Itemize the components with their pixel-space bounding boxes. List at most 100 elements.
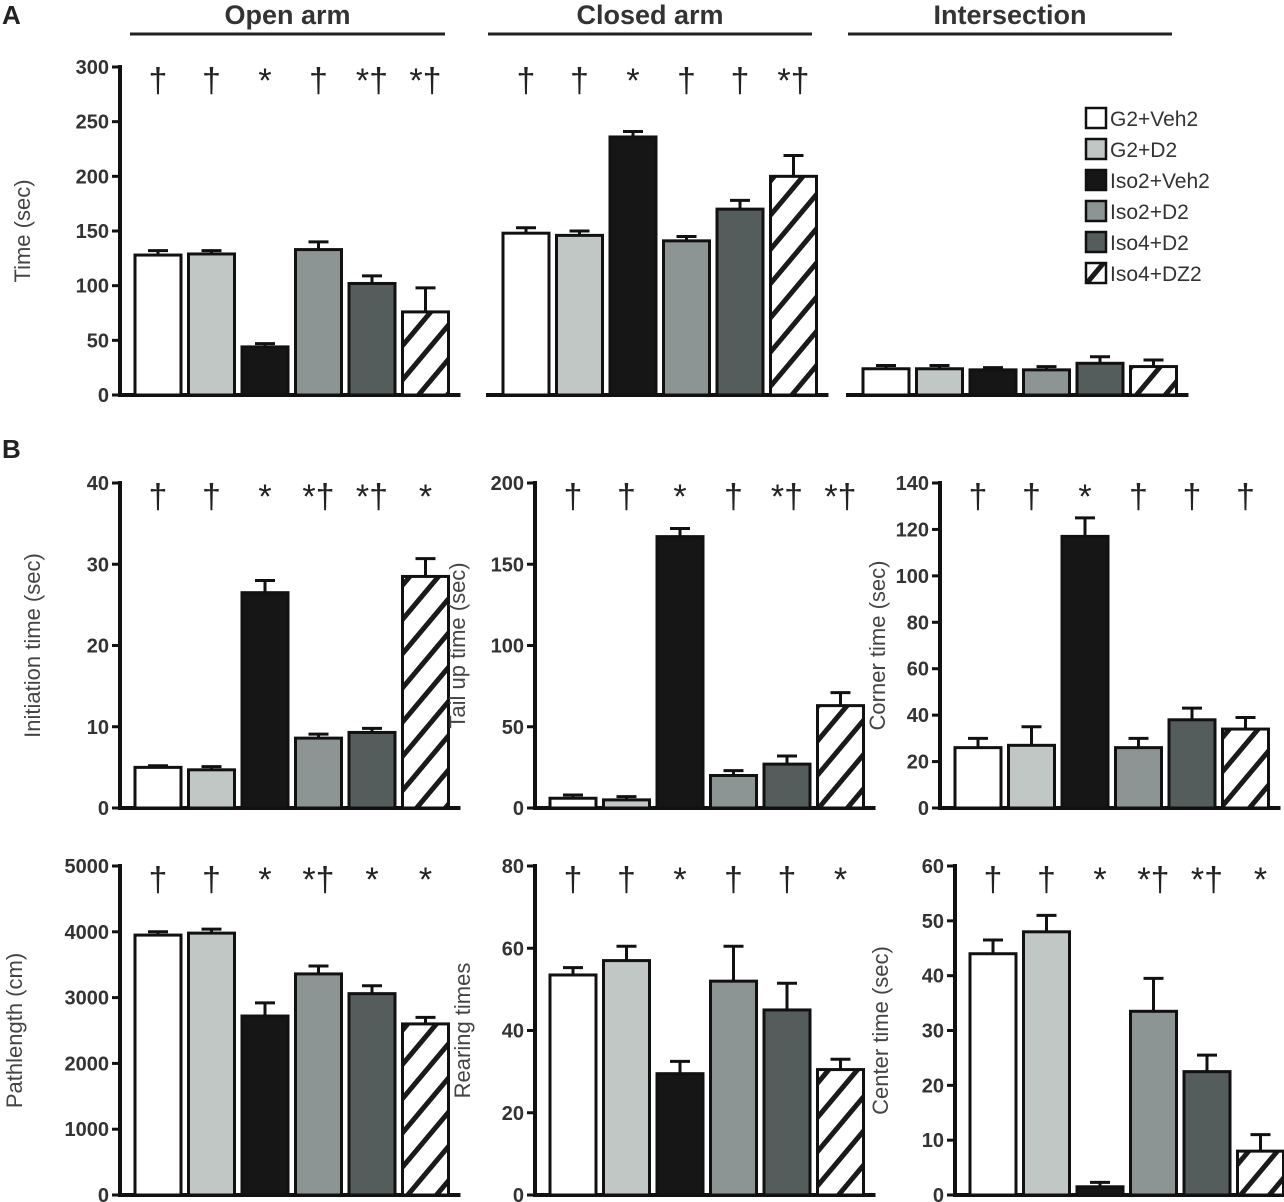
bar-iso2-d2 (294, 972, 343, 1197)
bar-iso2-veh2 (608, 135, 658, 397)
significance-label: † (617, 861, 636, 899)
bar-iso4-dz2 (769, 174, 818, 397)
significance-label: † (517, 62, 536, 100)
y-tick-label: 40 (502, 1021, 524, 1043)
y-tick-label: 2000 (65, 1053, 110, 1075)
y-tick-label: 50 (922, 911, 944, 933)
significance-label: † (202, 62, 221, 100)
bar-g2-d2 (602, 959, 651, 1197)
legend-swatch (1084, 199, 1108, 223)
significance-label: *† (777, 62, 809, 100)
y-tick-label: 140 (896, 473, 929, 495)
y-tick-label: 30 (87, 554, 109, 576)
significance-label: † (969, 478, 988, 516)
bar-iso2-veh2 (655, 1072, 705, 1197)
bar-iso2-d2 (1022, 368, 1071, 397)
bar-iso4-dz2 (816, 1068, 865, 1197)
bar-g2-veh2 (953, 746, 1003, 810)
bar-iso2-veh2 (240, 591, 290, 810)
y-tick-label: 10 (87, 717, 109, 739)
y-tick-label: 80 (502, 856, 524, 878)
y-tick-label: 100 (896, 566, 929, 588)
bar-g2-veh2 (548, 973, 598, 1197)
significance-label: † (564, 478, 583, 516)
significance-label: † (724, 861, 743, 899)
bar-iso2-veh2 (240, 345, 290, 397)
bar-iso2-d2 (709, 774, 758, 810)
significance-label: * (258, 478, 271, 516)
significance-label: *† (824, 478, 856, 516)
bar-g2-d2 (915, 367, 964, 397)
significance-label: * (1093, 861, 1106, 899)
y-axis-label: Rearing times (450, 963, 475, 1099)
significance-label: *† (409, 62, 441, 100)
significance-label: † (149, 62, 168, 100)
legend-label: Iso2+D2 (1110, 201, 1189, 224)
significance-label: *† (302, 861, 334, 899)
bar-g2-veh2 (133, 253, 183, 397)
y-tick-label: 250 (76, 112, 109, 134)
bar-g2-veh2 (861, 367, 911, 397)
y-axis-label: Corner time (sec) (865, 561, 890, 731)
significance-label: † (1236, 478, 1255, 516)
y-tick-label: 1000 (65, 1119, 110, 1141)
bar-g2-d2 (187, 768, 236, 810)
y-tick-label: 0 (513, 1185, 524, 1202)
y-tick-label: 20 (87, 636, 109, 658)
bar-iso4-d2 (715, 207, 765, 397)
y-tick-label: 3000 (65, 988, 110, 1010)
legend-label: G2+D2 (1110, 139, 1177, 162)
y-tick-label: 10 (922, 1130, 944, 1152)
bar-iso2-veh2 (1060, 534, 1110, 810)
y-tick-label: 20 (502, 1103, 524, 1125)
panel-label-a: A (2, 0, 21, 30)
significance-label: * (1078, 478, 1091, 516)
legend-label: Iso4+DZ2 (1110, 263, 1202, 286)
bar-g2-veh2 (133, 765, 183, 810)
legend-swatch (1084, 261, 1108, 285)
panel-title: Open arm (224, 0, 350, 30)
chart-panel-6: 0 20 40 60 80 100 120 140 Corner time (sec) † † * † †… (865, 473, 1281, 820)
bar-g2-veh2 (133, 933, 183, 1197)
significance-label: * (673, 478, 686, 516)
significance-label: † (202, 861, 221, 899)
legend-swatch (1084, 106, 1108, 130)
bar-iso4-d2 (1182, 1070, 1232, 1197)
y-tick-label: 100 (491, 636, 524, 658)
bar-iso4-dz2 (1236, 1149, 1284, 1197)
bar-g2-veh2 (501, 231, 551, 397)
y-axis-label: Center time (sec) (868, 946, 893, 1115)
y-tick-label: 30 (922, 1021, 944, 1043)
y-tick-label: 20 (907, 752, 929, 774)
significance-label: * (419, 861, 432, 899)
y-tick-label: 50 (87, 330, 109, 352)
y-tick-label: 0 (98, 385, 109, 407)
y-tick-label: 40 (922, 966, 944, 988)
bar-iso4-d2 (347, 730, 397, 810)
y-axis-label: Time (sec) (10, 179, 35, 282)
legend-swatch (1084, 137, 1108, 161)
y-tick-label: 60 (502, 938, 524, 960)
bar-iso2-veh2 (240, 1014, 290, 1197)
significance-label: † (617, 478, 636, 516)
legend-label: G2+Veh2 (1110, 108, 1198, 131)
bar-iso4-dz2 (401, 310, 450, 397)
y-tick-label: 40 (87, 473, 109, 495)
y-tick-label: 20 (922, 1075, 944, 1097)
y-tick-label: 200 (76, 166, 109, 188)
y-tick-label: 300 (76, 57, 109, 79)
legend-label: Iso4+D2 (1110, 232, 1189, 255)
y-tick-label: 0 (918, 798, 929, 820)
significance-label: † (202, 478, 221, 516)
chart-panel-2: Closed arm† † * † † *† (486, 0, 829, 397)
significance-label: * (419, 478, 432, 516)
significance-label: † (778, 861, 797, 899)
panel-title: Intersection (933, 0, 1086, 30)
panel-label-b: B (2, 434, 21, 464)
legend-swatch (1084, 230, 1108, 254)
bar-iso4-dz2 (1221, 727, 1270, 810)
